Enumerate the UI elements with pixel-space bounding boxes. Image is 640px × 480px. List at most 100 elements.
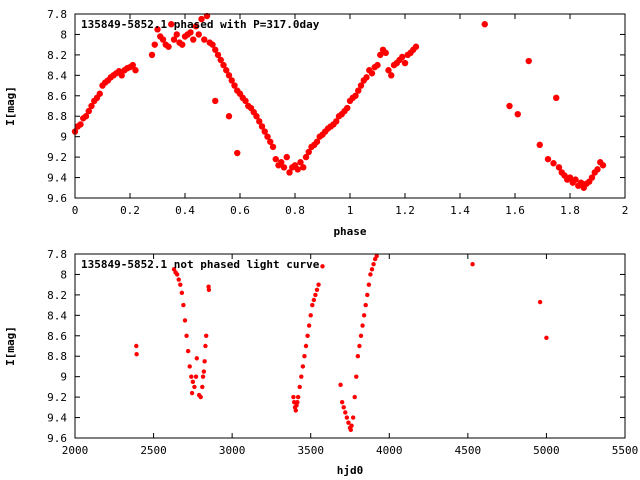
phased-data-point bbox=[267, 138, 274, 145]
unphased-data-point bbox=[134, 351, 139, 357]
phased-data-point bbox=[399, 53, 406, 61]
unphased-data-point bbox=[357, 343, 362, 349]
unphased-x-ticks: 2000 2500 3000 3500 4000 4500 5000 5500 bbox=[62, 254, 638, 457]
unphased-x-tick-label: 3000 bbox=[219, 444, 246, 457]
phased-data-point bbox=[168, 21, 175, 28]
phased-data-point bbox=[599, 162, 607, 169]
unphased-data-point bbox=[190, 379, 196, 384]
unphased-data-point bbox=[295, 394, 301, 400]
unphased-data-point bbox=[339, 400, 345, 405]
phased-data-point bbox=[286, 169, 293, 176]
unphased-data-point bbox=[302, 354, 307, 359]
phased-data-point bbox=[225, 113, 233, 120]
phased-data-point bbox=[209, 41, 216, 48]
phased-data-point bbox=[118, 72, 125, 79]
unphased-y-tick-label: 9 bbox=[60, 371, 67, 384]
unphased-data-point bbox=[200, 384, 205, 390]
unphased-data-point bbox=[320, 264, 325, 269]
unphased-data-point bbox=[366, 282, 372, 287]
phased-data-point bbox=[154, 26, 161, 33]
phased-data-point bbox=[514, 110, 521, 118]
unphased-data-point bbox=[204, 333, 209, 338]
phased-data-point bbox=[594, 166, 601, 173]
phased-x-tick-label: 1.6 bbox=[505, 204, 525, 217]
phased-data-point bbox=[588, 174, 596, 181]
phased-data-point bbox=[212, 97, 219, 105]
phased-y-tick-label: 9.6 bbox=[47, 192, 67, 205]
unphased-data-point bbox=[368, 272, 373, 277]
phased-data-point bbox=[228, 77, 235, 84]
unphased-chart-title: 135849-5852.1 not phased light curve bbox=[81, 258, 320, 271]
phased-data-point bbox=[555, 164, 563, 171]
unphased-data-point bbox=[470, 262, 475, 267]
unphased-x-tick-label: 3500 bbox=[297, 444, 324, 457]
unphased-data-point bbox=[300, 364, 306, 369]
phased-data-point bbox=[88, 102, 95, 110]
phased-data-point bbox=[278, 159, 285, 166]
phased-x-tick-label: 1.8 bbox=[560, 204, 580, 217]
unphased-y-tick-label: 8.4 bbox=[47, 309, 67, 322]
phased-y-tick-label: 9.4 bbox=[47, 172, 67, 185]
unphased-x-tick-label: 4000 bbox=[376, 444, 403, 457]
unphased-data-point bbox=[189, 390, 195, 396]
phased-data-point bbox=[201, 36, 208, 43]
unphased-x-axis-label: hjd0 bbox=[337, 464, 364, 477]
phased-y-ticks: 7.8 8 8.2 8.4 8.6 8.8 9 9.2 9.4 9.6 bbox=[47, 8, 625, 205]
unphased-y-ticks: 7.8 8 8.2 8.4 8.6 8.8 9 9.2 9.4 9.6 bbox=[47, 248, 625, 445]
phased-data-point bbox=[401, 59, 409, 67]
phased-data-point bbox=[187, 29, 194, 36]
phased-data-point bbox=[302, 153, 310, 161]
unphased-data-point bbox=[187, 364, 192, 369]
phased-data-point bbox=[368, 70, 376, 77]
phased-data-point bbox=[198, 15, 205, 23]
unphased-data-point bbox=[338, 382, 343, 388]
phased-x-tick-label: 1.2 bbox=[395, 204, 415, 217]
unphased-y-tick-label: 8.2 bbox=[47, 289, 67, 302]
phased-data-point bbox=[82, 113, 90, 120]
phased-data-point bbox=[536, 141, 543, 149]
phased-y-tick-label: 7.8 bbox=[47, 8, 67, 21]
phased-data-point bbox=[253, 113, 260, 120]
phased-data-point bbox=[170, 36, 178, 43]
phased-y-tick-label: 8.2 bbox=[47, 49, 67, 62]
unphased-y-tick-label: 9.6 bbox=[47, 432, 67, 445]
phased-data-point bbox=[195, 31, 202, 38]
unphased-data-point bbox=[200, 374, 206, 379]
phased-data-point bbox=[333, 118, 340, 125]
unphased-data-point bbox=[371, 262, 376, 267]
phased-y-tick-label: 8.8 bbox=[47, 110, 67, 123]
unphased-data-point bbox=[354, 374, 359, 379]
unphased-data-point bbox=[174, 272, 180, 277]
phased-data-point bbox=[173, 31, 180, 38]
phased-data-point bbox=[258, 123, 266, 130]
unphased-data-point bbox=[305, 333, 310, 338]
phased-data-point bbox=[305, 148, 312, 156]
unphased-y-tick-label: 9.4 bbox=[47, 412, 67, 425]
phased-data-point bbox=[553, 94, 560, 102]
unphased-data-point bbox=[314, 287, 320, 292]
phased-data-point bbox=[280, 164, 288, 171]
unphased-data-point bbox=[346, 420, 351, 425]
phased-x-tick-label: 0.4 bbox=[175, 204, 195, 217]
unphased-data-point bbox=[363, 302, 368, 308]
unphased-data-point bbox=[365, 292, 370, 298]
phased-data-point bbox=[179, 41, 186, 48]
phased-data-point bbox=[294, 166, 301, 173]
phased-x-tick-label: 0.8 bbox=[285, 204, 305, 217]
phased-data-point bbox=[544, 155, 552, 163]
phased-data-point bbox=[388, 72, 395, 79]
phased-data-point bbox=[357, 82, 365, 89]
phased-data-point bbox=[261, 128, 268, 135]
phased-y-tick-label: 8.6 bbox=[47, 90, 67, 103]
unphased-data-point bbox=[198, 394, 203, 400]
unphased-data-point bbox=[297, 384, 302, 390]
unphased-data-point bbox=[355, 354, 361, 359]
unphased-data-point bbox=[374, 253, 379, 259]
phased-data-point bbox=[272, 155, 279, 163]
unphased-data-point bbox=[537, 299, 543, 305]
unphased-data-point bbox=[360, 323, 365, 328]
unphased-x-tick-label: 4500 bbox=[455, 444, 482, 457]
unphased-data-point bbox=[352, 394, 357, 400]
phased-x-tick-label: 0 bbox=[72, 204, 79, 217]
